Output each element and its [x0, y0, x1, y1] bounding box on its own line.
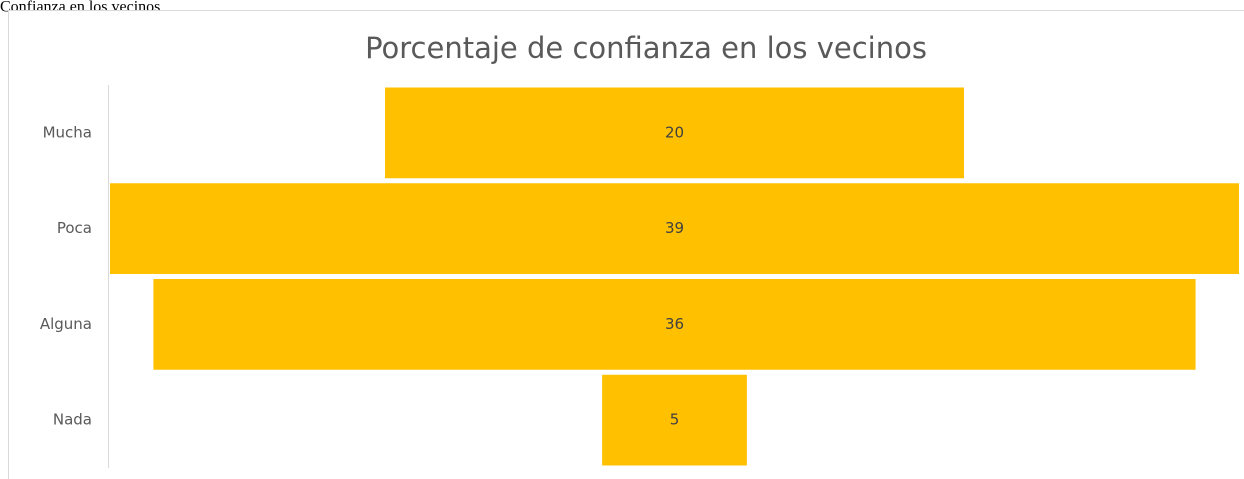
category-label: Alguna [40, 315, 92, 333]
category-label: Mucha [43, 123, 92, 141]
data-label: 39 [665, 219, 684, 237]
data-label: 36 [665, 315, 684, 333]
data-label: 5 [670, 411, 680, 429]
bar [385, 87, 964, 179]
bar [153, 279, 1196, 370]
category-label: Poca [57, 219, 92, 237]
bar [602, 374, 747, 466]
chart-title: Porcentaje de confianza en los vecinos [365, 31, 927, 65]
data-label: 20 [665, 123, 684, 141]
category-label: Nada [53, 411, 92, 429]
bar [110, 183, 1239, 274]
